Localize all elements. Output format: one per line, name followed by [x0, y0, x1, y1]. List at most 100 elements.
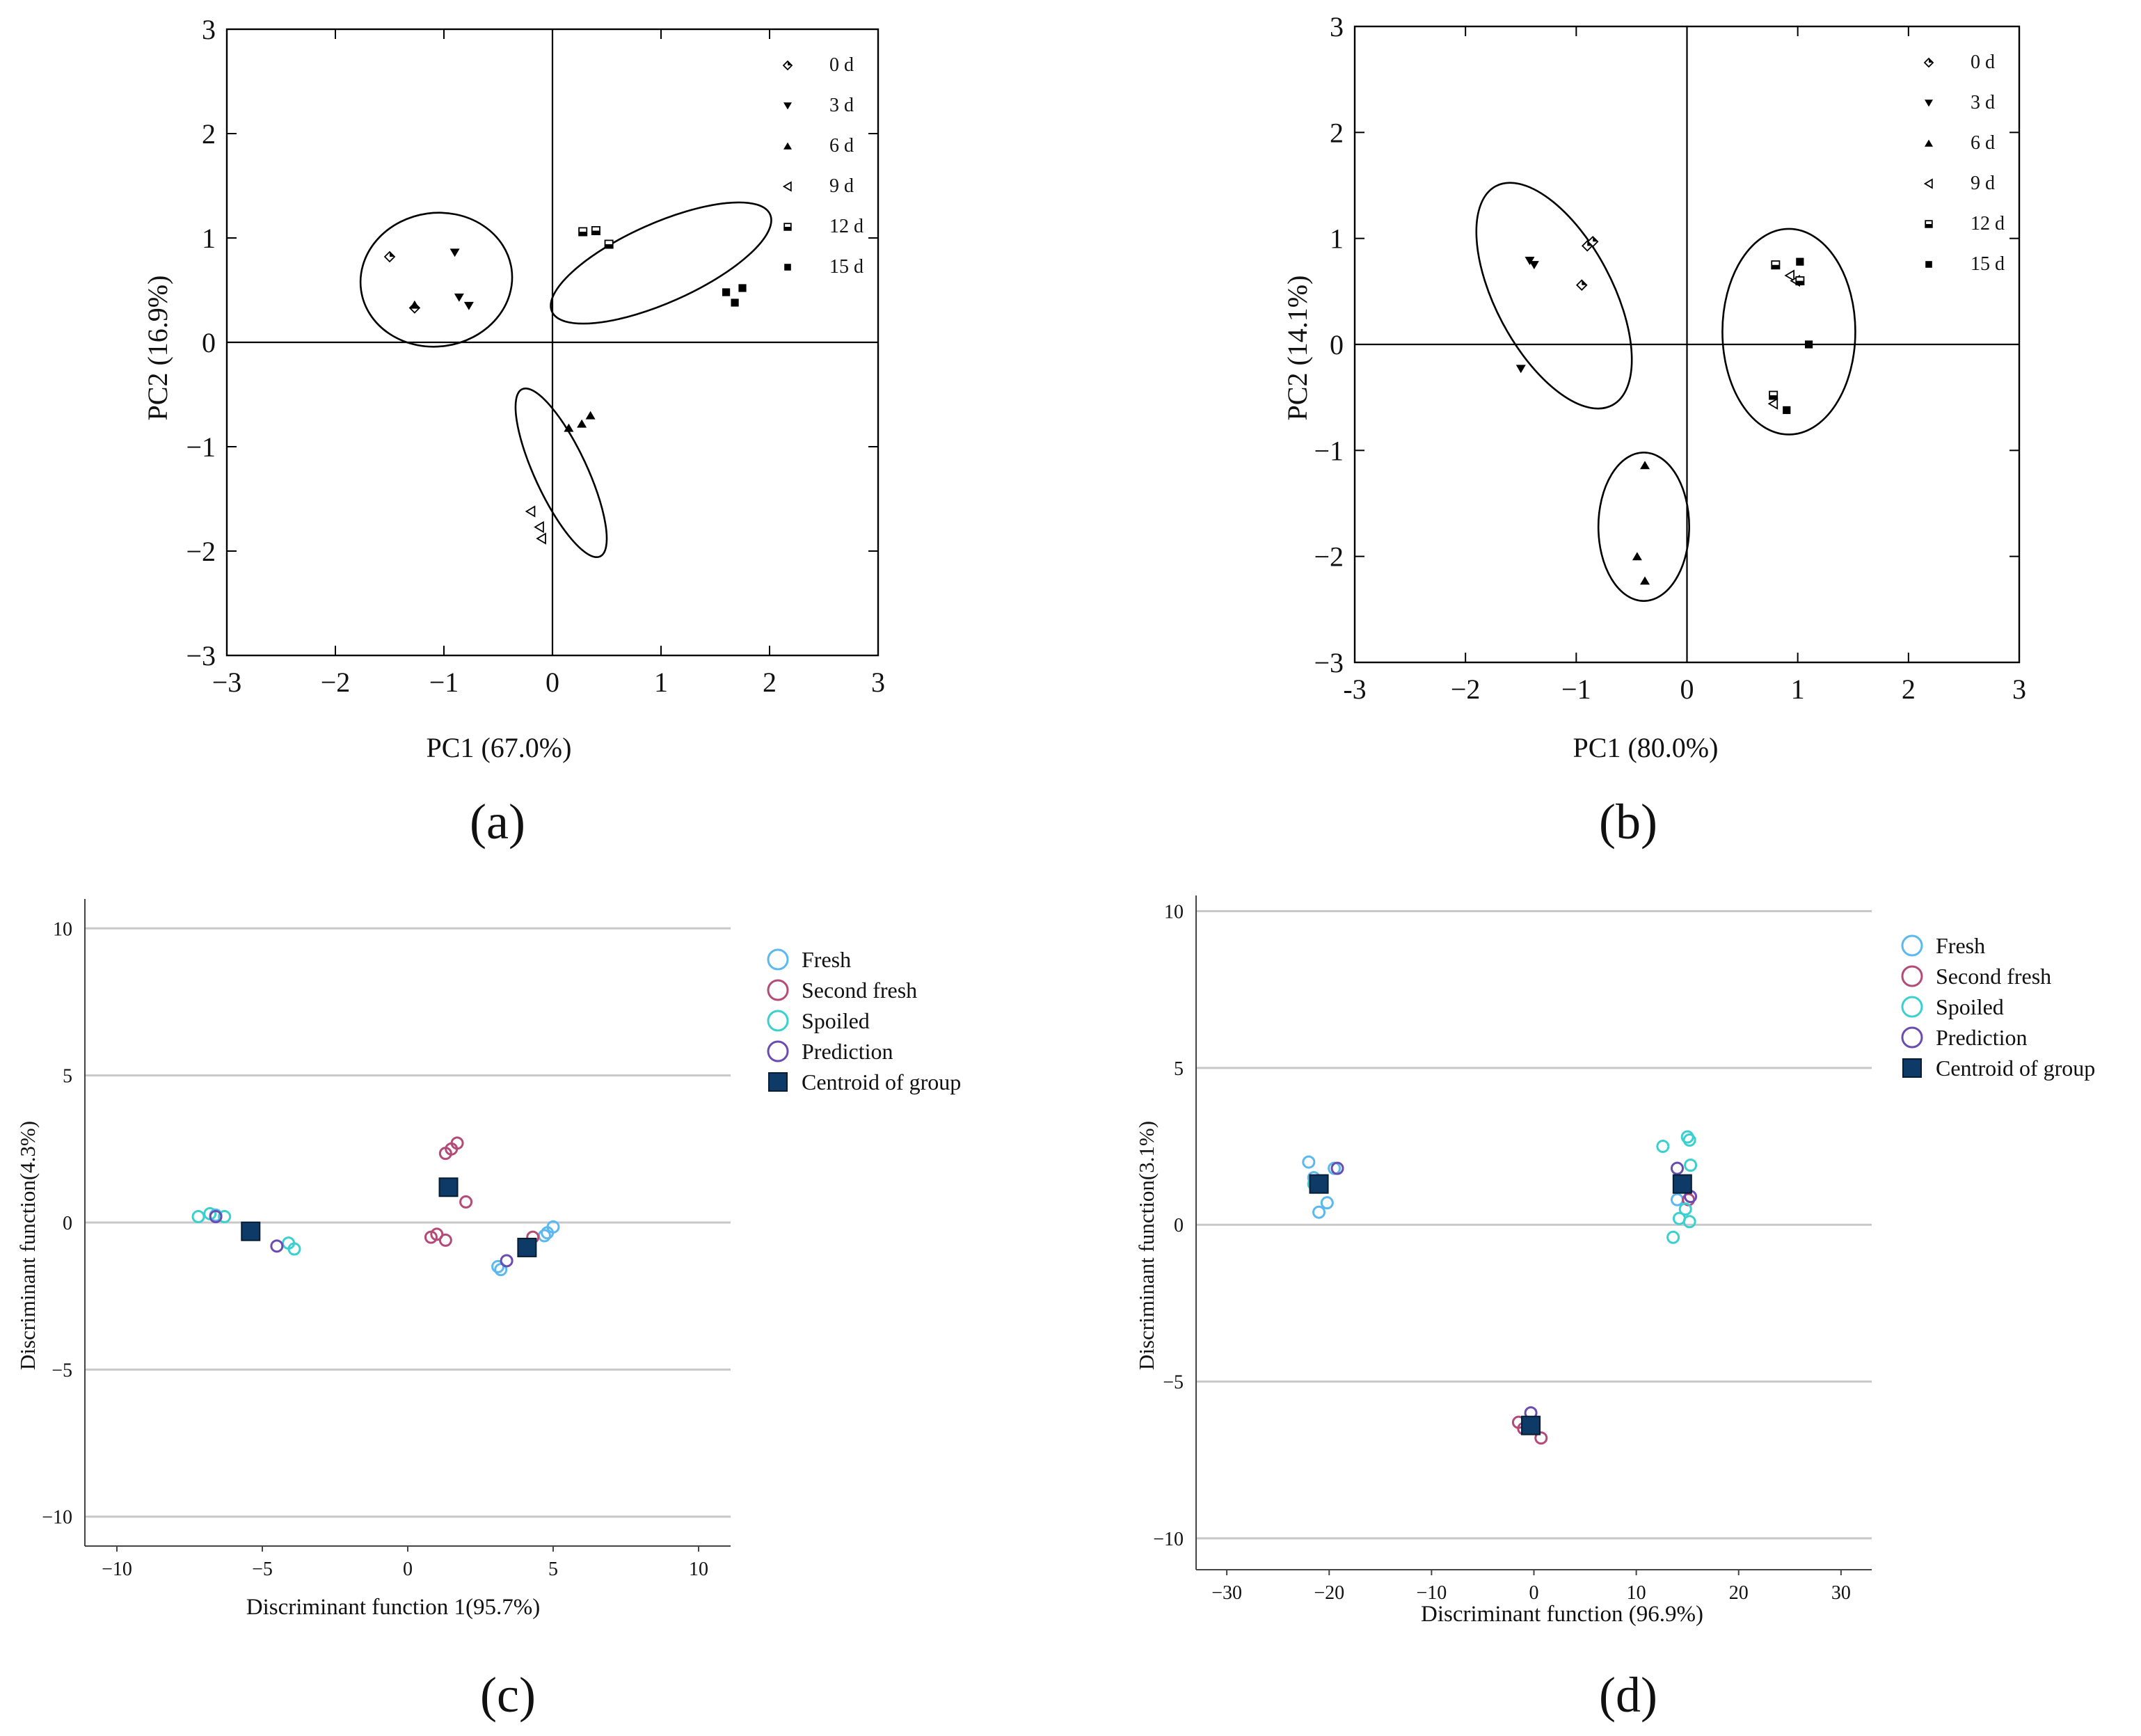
- legend-marker: [767, 1040, 789, 1062]
- legend-label: 0 d: [1971, 51, 1995, 73]
- y-tick-label: 0: [1174, 1215, 1184, 1236]
- legend-label: 6 d: [1971, 132, 1995, 154]
- x-tick-label: 10: [1627, 1582, 1646, 1604]
- y-tick-label: 2: [1330, 117, 1344, 148]
- y-tick-label: −10: [42, 1507, 72, 1529]
- data-point: [459, 1195, 473, 1209]
- legend-label: 12 d: [1971, 213, 2005, 234]
- legend-label: Prediction: [1936, 1025, 2028, 1050]
- legend-label: 12 d: [829, 216, 863, 237]
- legend-marker: [1925, 261, 1932, 268]
- y-tick-label: 0: [202, 327, 216, 358]
- lda-plot-area-c: 10 5 0 −5 −10 −10 −5 0 5 10 Fresh Second fresh Spoil…: [42, 899, 961, 1580]
- legend-label: 0 d: [829, 54, 854, 76]
- y-tick-label: 0: [1330, 329, 1344, 360]
- x-tick-label: 3: [2012, 674, 2026, 705]
- data-point: [191, 1210, 205, 1224]
- x-tick-label: −30: [1211, 1582, 1242, 1604]
- cluster-ellipse: [514, 387, 608, 559]
- legend-label: Second fresh: [802, 978, 917, 1003]
- legend-marker: [783, 102, 792, 110]
- y-tick-label: 5: [63, 1066, 72, 1088]
- x-tick-label: 0: [403, 1559, 413, 1580]
- y-axis-label: Discriminant function(3.1%): [1134, 1121, 1159, 1370]
- x-tick-label: −2: [321, 667, 351, 698]
- data-point: [1796, 257, 1804, 266]
- data-point: [1632, 552, 1642, 561]
- legend-label: Centroid of group: [1936, 1056, 2095, 1081]
- legend-marker: [1923, 178, 1933, 189]
- y-tick-label: −10: [1153, 1529, 1184, 1550]
- legend-marker: [1901, 965, 1923, 987]
- data-point: [1783, 406, 1791, 415]
- cluster-ellipse: [1597, 452, 1690, 602]
- lda-plot-area-d: 10 5 0 −5 −10 −30 −20 −10 0 10 20 30 Fresh Second fre…: [1153, 895, 2095, 1604]
- panel-label: (d): [1599, 1667, 1657, 1723]
- panel-label: (a): [470, 794, 525, 850]
- data-point: [536, 532, 546, 545]
- x-axis-label: Discriminant function 1(95.7%): [246, 1595, 541, 1620]
- x-tick-label: -3: [1343, 674, 1366, 705]
- data-point: [1767, 397, 1778, 410]
- data-point: [1666, 1230, 1680, 1244]
- data-point: [1302, 1155, 1316, 1169]
- data-point: [1656, 1140, 1670, 1154]
- y-tick-label: 3: [202, 14, 216, 45]
- data-point: [1525, 257, 1535, 265]
- data-point: [409, 300, 420, 309]
- legend-label: 15 d: [829, 256, 863, 278]
- legend-label: Prediction: [802, 1039, 893, 1064]
- data-point: [287, 1242, 301, 1256]
- panel-c: 10 5 0 −5 −10 −10 −5 0 5 10 Fresh Second fresh Spoil…: [15, 899, 961, 1723]
- x-tick-label: −3: [212, 667, 242, 698]
- data-point: [450, 1136, 464, 1150]
- y-axis-label: PC2 (14.1%): [1282, 276, 1313, 421]
- legend-label: 6 d: [829, 135, 854, 157]
- x-axis-label: Discriminant function (96.9%): [1421, 1602, 1703, 1627]
- y-tick-label: 1: [202, 223, 216, 254]
- legend-label: Second fresh: [1936, 964, 2051, 989]
- x-tick-label: 1: [1791, 674, 1805, 705]
- legend-marker: [782, 181, 792, 192]
- x-tick-label: 0: [546, 667, 559, 698]
- x-tick-label: 10: [689, 1559, 708, 1580]
- data-point: [1771, 260, 1781, 270]
- legend-marker: [1925, 99, 1933, 107]
- y-tick-label: 3: [1330, 11, 1344, 42]
- y-tick-label: −2: [1314, 541, 1344, 573]
- data-point: [1640, 461, 1650, 470]
- legend-marker: [1902, 1058, 1922, 1078]
- data-point: [1586, 235, 1599, 248]
- data-point: [731, 298, 739, 307]
- data-point: [1682, 1215, 1696, 1229]
- data-point: [577, 419, 587, 428]
- legend-label: 3 d: [1971, 92, 1995, 113]
- data-point: [1670, 1161, 1684, 1175]
- x-tick-label: −10: [1416, 1582, 1447, 1604]
- legend-marker: [1901, 996, 1923, 1018]
- data-point: [1682, 1133, 1696, 1147]
- data-point: [1576, 279, 1588, 291]
- legend-marker: [1901, 1026, 1923, 1049]
- data-point: [1769, 390, 1778, 400]
- data-point: [1784, 269, 1795, 282]
- legend-label: Spoiled: [802, 1008, 870, 1033]
- y-tick-label: −2: [186, 536, 216, 567]
- legend-label: Spoiled: [1936, 994, 2004, 1019]
- y-tick-label: 1: [1330, 223, 1344, 255]
- pca-plot-area-a: −3 −2 −1 0 1 2 3 −3 −2 −1 0 1 2 3 0 d 3 d 6 d 9 d 12 d 15 d: [186, 14, 885, 698]
- data-point: [1678, 1202, 1692, 1216]
- data-point: [270, 1239, 284, 1253]
- x-tick-label: 2: [1902, 674, 1916, 705]
- centroid-marker: [1309, 1174, 1329, 1194]
- data-point: [430, 1227, 444, 1241]
- data-point: [1640, 576, 1650, 585]
- data-point: [449, 248, 460, 257]
- data-point: [454, 293, 464, 302]
- pca-plot-area-b: -3 −2 −1 0 1 2 3 −3 −2 −1 0 1 2 3 0 d 3 d 6 d 9 d 12 d 15 d: [1314, 11, 2026, 705]
- data-point: [1529, 261, 1539, 270]
- data-point: [591, 225, 600, 235]
- centroid-marker: [241, 1221, 261, 1241]
